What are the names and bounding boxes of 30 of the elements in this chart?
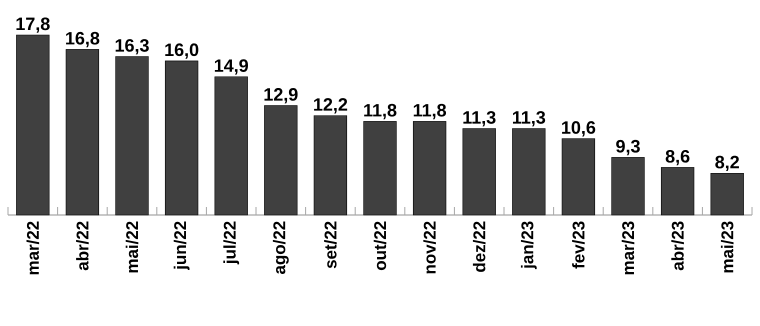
- data-label: 11,8: [364, 104, 396, 120]
- data-label: 11,3: [463, 111, 496, 126]
- data-label: 8,6: [666, 150, 690, 166]
- x-tick-label: fev/23: [572, 221, 585, 269]
- x-tick-label: nov/22: [423, 222, 436, 274]
- data-label: 11,8: [414, 104, 446, 120]
- x-tick-label: jan/23: [520, 221, 537, 270]
- x-tick-label: abr/22: [76, 222, 89, 270]
- data-label: 9,3: [616, 140, 640, 156]
- data-label: 12,2: [314, 98, 348, 114]
- data-label: 11,3: [512, 111, 546, 126]
- x-tick-label: mai/23: [720, 221, 734, 272]
- data-label: 8,2: [715, 156, 739, 172]
- x-tick-label: mar/23: [622, 221, 634, 274]
- data-label: 14,9: [214, 59, 248, 75]
- x-tick-label: dez/22: [472, 222, 486, 272]
- x-tick-label: abr/23: [671, 221, 684, 270]
- data-label: 16,3: [116, 39, 149, 54]
- x-tick-label: jun/22: [174, 222, 190, 270]
- data-label: 16,8: [66, 32, 100, 48]
- data-label: 16,0: [165, 43, 198, 59]
- x-tick-label: ago/22: [272, 222, 289, 274]
- data-label: 17,8: [16, 17, 50, 33]
- x-tick-label: out/22: [374, 222, 386, 270]
- x-tick-label: jul/22: [223, 222, 240, 264]
- data-label: 12,9: [264, 88, 298, 104]
- x-tick-label: set/22: [324, 222, 337, 268]
- x-tick-label: mar/22: [26, 222, 40, 274]
- x-tick-label: mai/22: [126, 222, 138, 272]
- data-label: 10,6: [562, 121, 596, 136]
